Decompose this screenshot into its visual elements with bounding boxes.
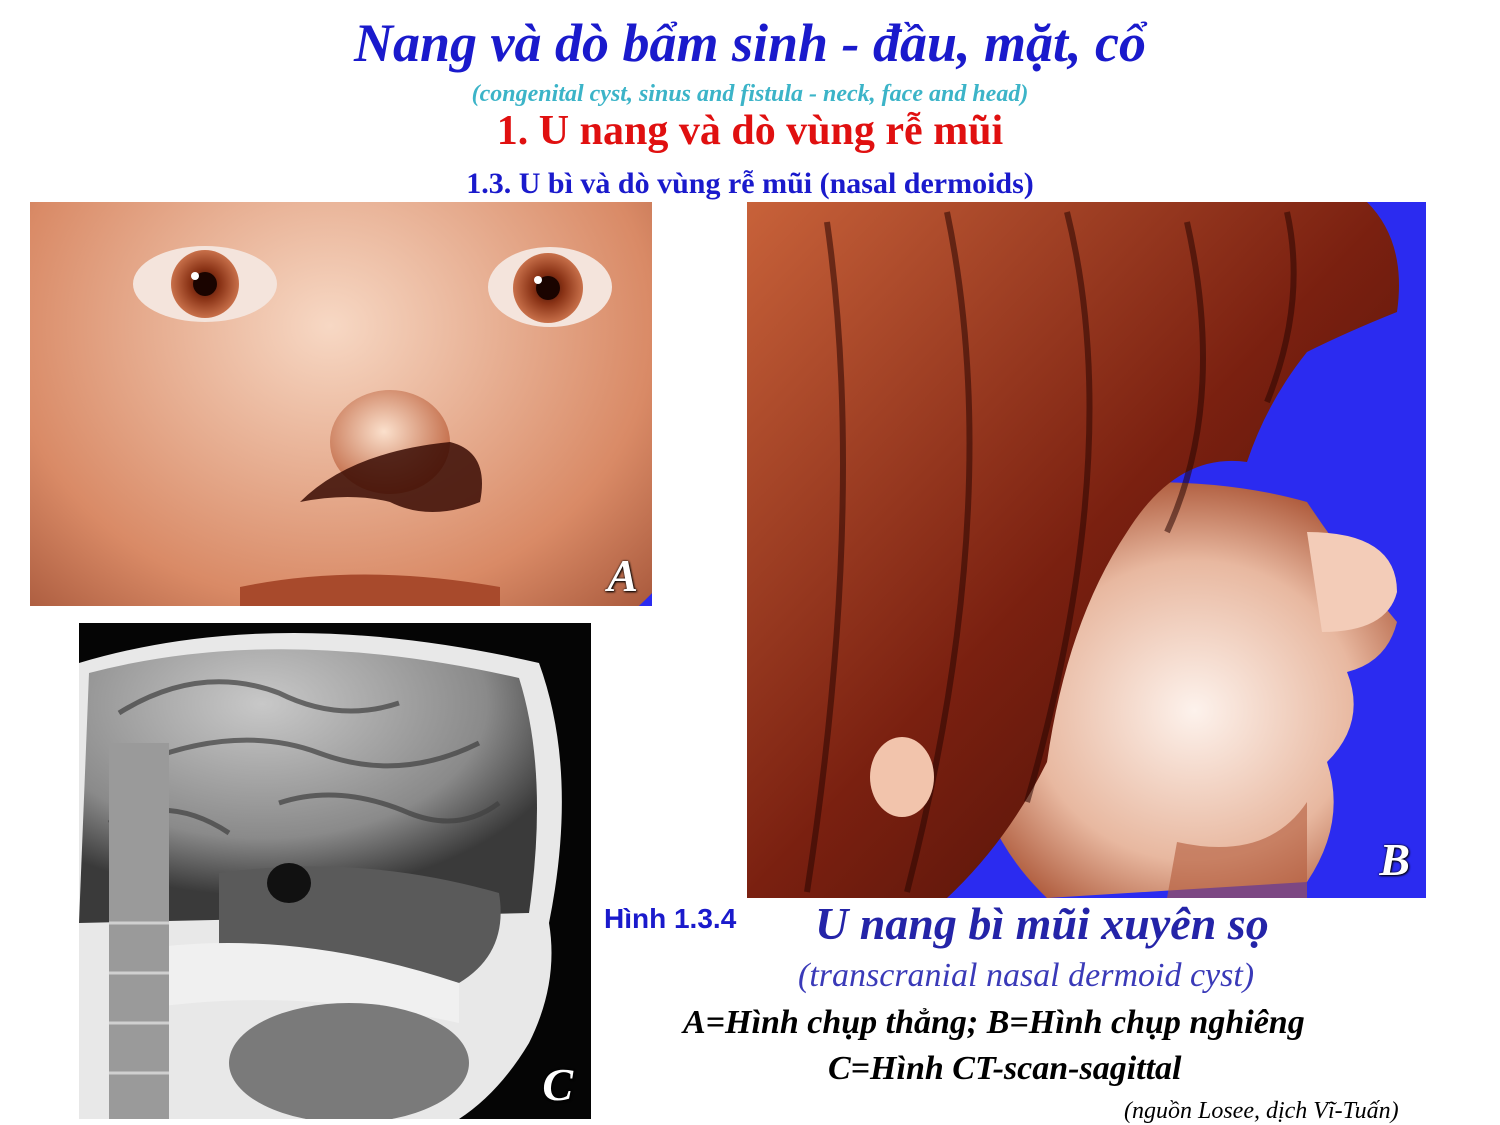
photo-b-lateral: B xyxy=(747,202,1426,898)
legend-c: C=Hình CT-scan-sagittal xyxy=(828,1050,1182,1087)
caption-title: U nang bì mũi xuyên sọ xyxy=(815,898,1269,949)
figure-number: Hình 1.3.4 xyxy=(604,903,737,934)
photo-a-image xyxy=(30,202,652,606)
slide-title: Nang và dò bẩm sinh - đầu, mặt, cổ xyxy=(353,13,1147,73)
caption-english: (transcranial nasal dermoid cyst) xyxy=(798,957,1255,994)
subsection-heading: 1.3. U bì và dò vùng rễ mũi (nasal dermo… xyxy=(466,167,1034,200)
photo-b-label: B xyxy=(1379,834,1410,885)
photo-c-image xyxy=(79,623,591,1119)
photo-c-sagittal-scan: C xyxy=(79,623,591,1119)
photo-a-label: A xyxy=(607,550,638,601)
section-heading: 1. U nang và dò vùng rễ mũi xyxy=(496,108,1004,154)
photo-a-frontal: A xyxy=(30,202,652,606)
photo-c-label: C xyxy=(542,1059,573,1110)
photo-b-image xyxy=(747,202,1399,898)
source-credit: (nguồn Losee, dịch Vĩ-Tuấn) xyxy=(1124,1098,1399,1124)
slide-subtitle: (congenital cyst, sinus and fistula - ne… xyxy=(471,81,1029,107)
legend-ab: A=Hình chụp thẳng; B=Hình chụp nghiêng xyxy=(683,1004,1305,1041)
